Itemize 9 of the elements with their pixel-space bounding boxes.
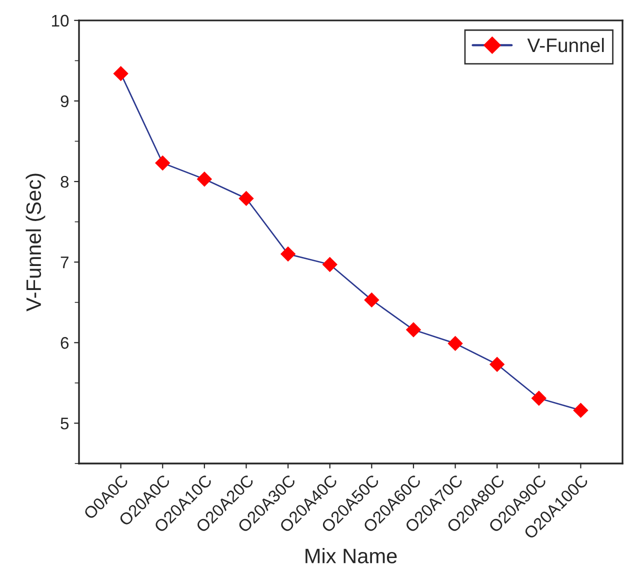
y-tick-label: 10 [52,14,69,27]
y-tick-label: 6 [60,337,69,349]
legend-label: V-Funnel [527,38,604,52]
y-tick-label: 8 [60,176,69,188]
y-tick-label: 5 [60,418,69,430]
y-axis-title: V-Funnel (Sec) [26,174,46,312]
y-tick-label: 7 [60,256,68,268]
x-axis-title: Mix Name [306,548,397,564]
y-tick-label: 9 [60,95,68,108]
